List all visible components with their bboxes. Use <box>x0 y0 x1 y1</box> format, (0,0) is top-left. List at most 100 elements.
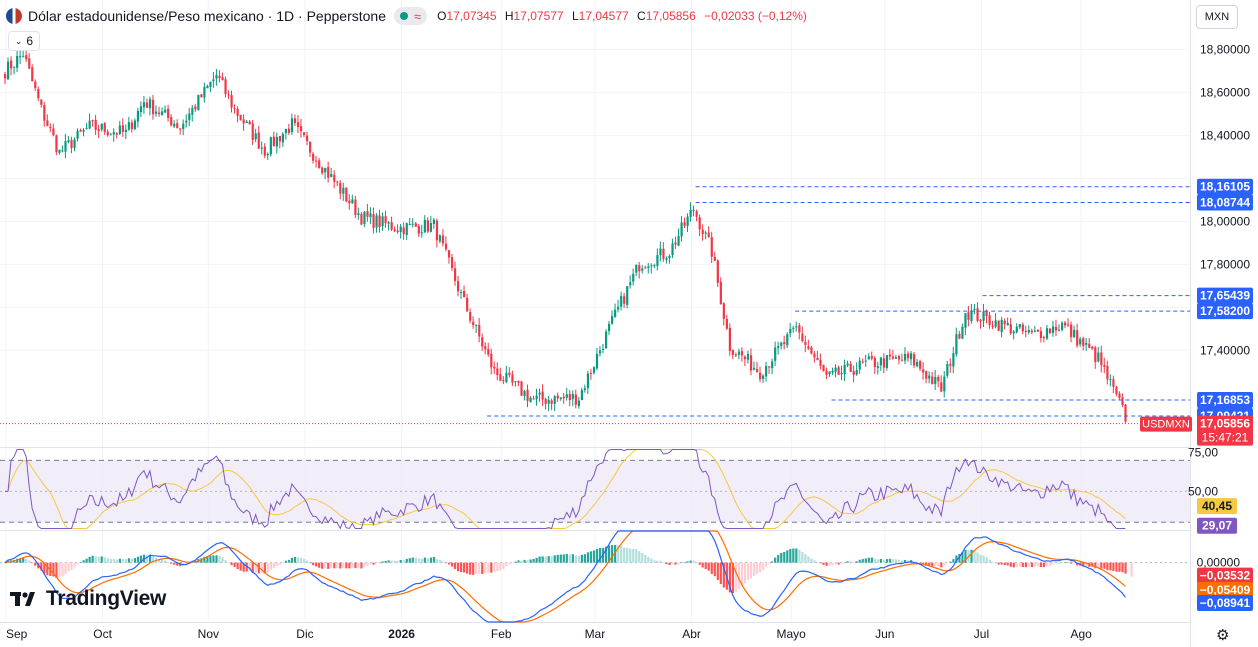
tradingview-logo[interactable]: TradingView <box>10 587 166 611</box>
market-status-pill[interactable]: ≈ <box>393 7 428 25</box>
candle-body <box>840 373 843 375</box>
candle-body <box>324 168 327 173</box>
candle-body <box>127 122 131 130</box>
macd-hist-bar <box>852 561 855 563</box>
macd-hist-tag-bg <box>1197 567 1253 584</box>
macd-value-tag-bg <box>1197 595 1253 612</box>
macd-hist-bar <box>894 559 898 563</box>
price-tick-label: 18,60000 <box>1200 85 1250 99</box>
macd-hist-bar <box>375 562 378 564</box>
macd-hist-bar <box>109 558 112 563</box>
candle-body <box>925 371 928 379</box>
candle-body <box>1121 397 1124 406</box>
candle-body <box>463 290 466 298</box>
candle-body <box>722 303 725 319</box>
macd-hist-bar <box>728 562 731 593</box>
price-tick-label: 17,80000 <box>1200 257 1250 271</box>
indicators-toggle[interactable]: ⌄ 6 <box>8 31 40 51</box>
candle-body <box>804 341 807 346</box>
macd-hist-bar <box>290 557 294 563</box>
macd-hist-bar <box>399 560 402 563</box>
candle-body <box>653 265 656 267</box>
candle-body <box>263 146 266 156</box>
macd-hist-bar <box>801 551 804 563</box>
macd-hist-bar <box>931 562 934 567</box>
macd-hist-bar <box>158 559 161 563</box>
macd-hist-bar <box>1039 562 1043 567</box>
currency-selector[interactable]: MXN <box>1196 5 1238 29</box>
candle-body <box>970 310 973 322</box>
macd-hist-bar <box>206 556 209 563</box>
macd-hist-bar <box>251 562 254 573</box>
candle-body <box>526 389 529 401</box>
candle-body <box>888 354 892 357</box>
macd-hist-bar <box>780 552 783 563</box>
gear-icon[interactable]: ⚙ <box>1216 627 1230 644</box>
rsi-ma-tag-bg <box>1197 498 1237 515</box>
macd-hist-bar <box>598 547 602 563</box>
candle-body <box>200 94 203 98</box>
candle-body <box>906 353 910 359</box>
macd-hist-bar <box>731 562 735 594</box>
macd-hist-bar <box>792 548 795 563</box>
macd-hist-bar <box>414 557 417 563</box>
candle-body <box>1085 343 1088 345</box>
macd-hist-bar <box>200 558 203 563</box>
macd-hist-bar <box>402 560 405 563</box>
candle-body <box>438 235 442 242</box>
candle-body <box>940 382 943 392</box>
candle-body <box>538 392 541 395</box>
macd-hist-bar <box>254 562 257 573</box>
macd-hist-bar <box>925 562 928 566</box>
candle-body <box>514 381 517 383</box>
macd-hist-bar <box>867 557 870 563</box>
macd-hist-bar <box>37 562 40 569</box>
candle-body <box>290 118 294 133</box>
macd-hist-bar <box>145 555 149 563</box>
candle-body <box>351 199 354 204</box>
macd-hist-bar <box>762 562 765 571</box>
axes: 18,80000 18,60000 18,40000 18,00000 17,80000… <box>6 0 1258 647</box>
macd-hist-bar <box>450 562 454 567</box>
candle-body <box>611 316 614 324</box>
candle-body <box>719 281 722 305</box>
countdown-tag: 15:47:21 <box>1202 431 1249 445</box>
candle-body <box>710 237 713 257</box>
macd-hist-bar <box>330 562 333 569</box>
macd-hist-tag: −0,03532 <box>1200 569 1251 583</box>
candle-body <box>173 123 176 127</box>
macd-hist-bar <box>979 554 982 563</box>
candle-body <box>786 334 789 346</box>
rsi-ma-line <box>5 449 1126 529</box>
candle-body <box>858 360 861 370</box>
candle-body <box>133 120 137 130</box>
macd-hist-bar <box>266 562 269 573</box>
candle-body <box>106 131 109 136</box>
macd-hist-bar <box>523 559 526 563</box>
candle-body <box>423 219 426 233</box>
macd-hist-bar <box>55 562 58 578</box>
macd-hist-bar <box>103 557 106 563</box>
macd-hist-bar <box>64 562 67 574</box>
candle-body <box>363 211 366 225</box>
candle-body <box>167 108 170 118</box>
macd-hist-bar <box>843 562 846 564</box>
macd-hist-bar <box>360 562 363 569</box>
macd-hist-bar <box>173 562 176 565</box>
macd-hist-bar <box>475 562 478 574</box>
macd-hist-bar <box>674 562 677 565</box>
candle-body <box>4 74 7 79</box>
macd-hist-bar <box>85 558 88 563</box>
candle-body <box>550 400 553 404</box>
macd-hist-bar <box>1094 562 1097 569</box>
macd-hist-bar <box>293 557 297 563</box>
macd-hist-bar <box>1115 562 1118 572</box>
symbol-title[interactable]: Dólar estadounidense/Peso mexicano · 1D … <box>28 8 386 24</box>
macd-hist-bar <box>873 558 876 563</box>
candle-body <box>28 58 31 69</box>
candle-body <box>487 349 490 355</box>
macd-hist-bar <box>1064 562 1067 563</box>
candle-body <box>13 66 16 68</box>
macd-hist-bar <box>472 562 475 575</box>
